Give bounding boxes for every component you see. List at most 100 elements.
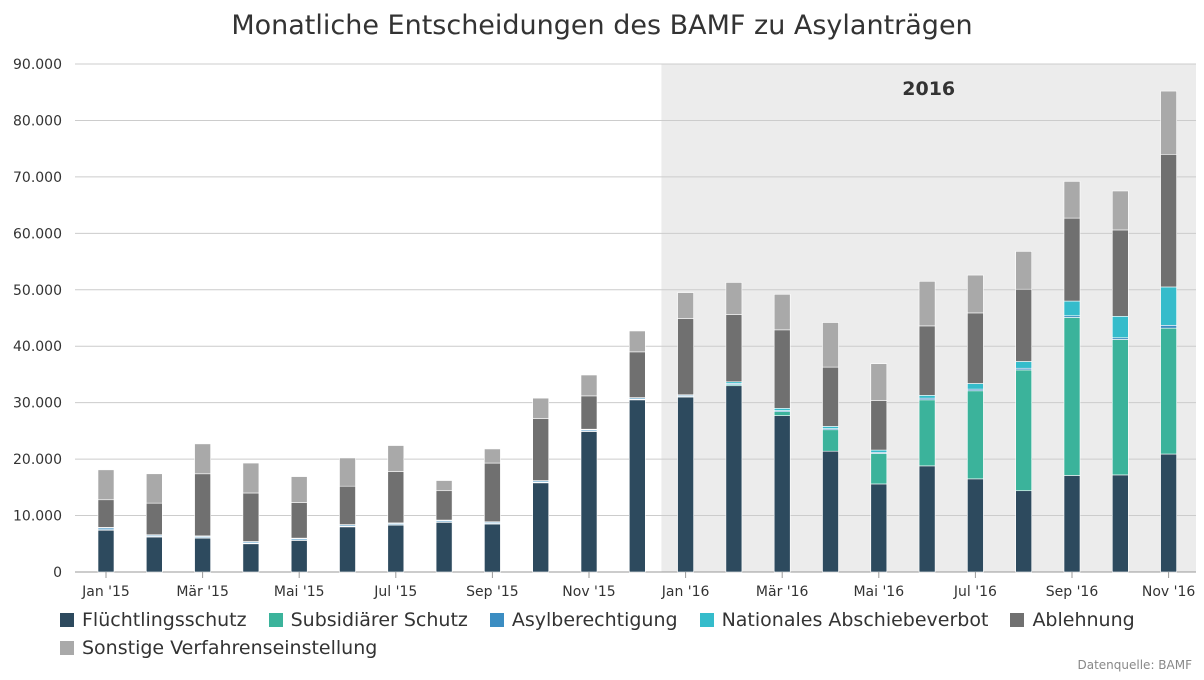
bar-segment [1112,229,1129,317]
bar-segment [773,411,791,416]
bar-segment [628,330,646,353]
x-tick-label: Sep '15 [466,584,519,600]
bar-segment [242,492,260,542]
legend-label: Asylberechtigung [511,609,678,631]
bar-segment [967,274,984,314]
bar-segment [339,457,356,487]
bar-segment [918,325,936,396]
bar-segment [1160,327,1177,455]
bar-segment [387,524,405,573]
bar-segment [532,418,550,481]
bar-segment [290,540,308,573]
bar-segment [967,390,984,480]
bar-segment [918,281,936,327]
bar-segment [1015,369,1033,492]
y-tick-label: 10.000 [13,509,62,525]
legend-label: Nationales Abschiebeverbot [721,609,989,631]
bar-segment [725,282,743,315]
bar-segment [967,383,984,390]
highlight-label: 2016 [902,78,955,100]
legend-item: Nationales Abschiebeverbot [699,608,989,632]
legend-swatch [1010,613,1025,627]
bar-segment [435,490,453,521]
bar-segment [387,471,405,524]
x-tick-label: Mär '16 [756,584,809,600]
bar-segment [677,396,694,573]
x-tick-label: Jan '16 [661,584,710,600]
bar-segment [628,399,646,573]
chart-legend: Flüchtlingsschutz Subsidiärer Schutz Asylb… [60,608,1180,660]
legend-swatch [60,613,74,627]
bar-segment [773,408,791,411]
bar-segment [1063,217,1081,302]
bar-segment [1160,453,1177,573]
legend-swatch [699,613,714,627]
x-tick-label: Nov '16 [1142,584,1196,600]
bar-segment [387,445,405,472]
bar-segment [290,502,308,539]
bar-segment [822,429,839,452]
bar-segment [1112,474,1129,573]
bar-segment [918,395,936,399]
legend-item: Subsidiärer Schutz [268,608,468,632]
bar-segment [580,374,598,397]
bar-segment [773,329,791,409]
bar-segment [1160,154,1177,288]
bar-segment [773,293,791,331]
x-tick-label: Nov '15 [562,584,615,600]
bar-segment [870,363,888,401]
bar-segment [967,312,984,384]
bar-segment [339,485,356,525]
stacked-bar-chart: 2016 0 10.000 20.000 30.000 40.000 50.000 60.00… [13,57,1196,600]
bar-segment [1015,361,1033,369]
bar-segment [773,415,791,573]
bar-segment [146,473,163,504]
legend-label: Ablehnung [1032,609,1135,631]
bar-segment [1112,190,1129,231]
legend-label: Sonstige Verfahrenseinstellung [82,637,378,659]
y-tick-label: 50.000 [13,283,62,299]
bar-segment [677,292,694,319]
bar-segment [1015,251,1033,290]
bar-segment [1015,288,1033,362]
bar-segment [870,453,888,485]
bar-segment [580,395,598,430]
bar-segment [870,483,888,573]
bar-segment [1015,490,1033,573]
bar-segment [242,543,260,573]
bar-segment [1112,339,1129,476]
y-tick-label: 20.000 [13,452,62,468]
x-tick-label: Jul '15 [373,584,417,600]
legend-item: Ablehnung [1010,608,1135,632]
bar-segment [1063,317,1081,476]
bar-segment [532,482,550,573]
bar-segment [918,399,936,467]
bar-segment [484,462,501,523]
bar-segment [628,351,646,398]
y-tick-label: 30.000 [13,396,62,412]
data-source-note: Datenquelle: BAMF [1077,658,1193,672]
legend-item: Flüchtlingsschutz [60,608,247,632]
bar-segment [435,480,453,492]
bar-segment [677,318,694,396]
bar-segment [194,537,211,573]
bar-segment [822,322,839,368]
bar-segment [870,400,888,451]
bar-segment [870,449,888,453]
y-tick-label: 80.000 [13,113,62,129]
legend-item: Asylberechtigung [489,608,678,632]
legend-swatch [60,641,74,655]
chart-title: Monatliche Entscheidungen des BAMF zu As… [231,10,973,41]
bar-segment [580,431,598,573]
legend-label: Flüchtlingsschutz [82,609,247,631]
bar-segment [242,462,260,494]
bar-segment [146,536,163,573]
y-tick-label: 40.000 [13,339,62,355]
bar-segment [822,450,839,573]
bar-segment [1160,286,1177,326]
x-tick-label: Sep '16 [1046,584,1099,600]
bar-segment [822,366,839,427]
x-tick-label: Jan '15 [81,584,130,600]
x-tick-label: Jul '16 [953,584,997,600]
bar-segment [435,522,453,573]
